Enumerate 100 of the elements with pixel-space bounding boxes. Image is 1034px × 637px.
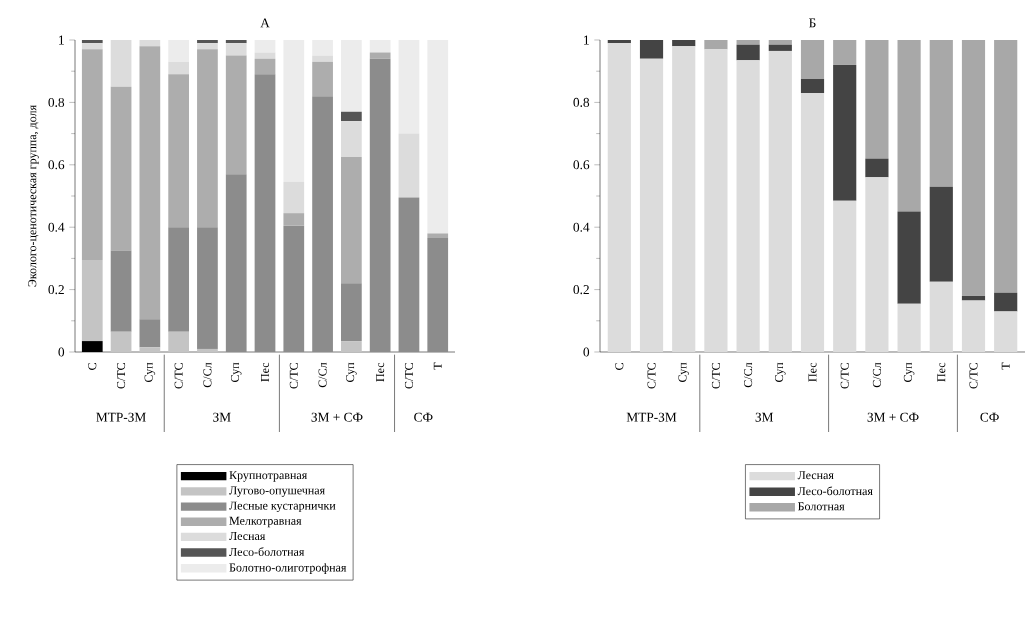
bar [994,311,1018,352]
x-tick-label: Т [1001,362,1010,370]
bar [398,197,420,352]
y-tick-label: 0.8 [573,97,590,107]
bar [341,341,362,352]
text: СФ [414,412,433,422]
legend-label: Лесные кустарнички [229,501,336,513]
bar [427,233,449,239]
bar [704,40,728,50]
bar [833,64,857,201]
bar [639,40,664,59]
bar [961,300,986,352]
x-tick-label: Суп [346,362,357,383]
x-tick-label: Суп [144,362,156,383]
legend-label: Лесная [797,471,834,480]
legend-label: Лугово-опушечная [229,486,325,497]
bar [81,43,103,50]
y-tick-label: 0 [583,347,590,357]
bar [139,347,161,352]
x-tick-label: Суп [775,362,786,383]
bar [961,295,986,301]
bar [865,158,889,178]
x-tick-label: С/ТС [711,363,720,389]
bar [168,61,190,75]
y-tick-label: 0 [58,347,65,357]
bar [704,49,728,352]
bar [312,96,333,352]
bar [254,58,276,75]
bar [168,227,190,332]
bar [897,211,921,304]
bar [225,55,247,175]
bar [283,181,305,214]
y-axis-title: Эколого-ценотическая группа, доля [28,105,39,287]
bar [225,174,247,352]
bar [369,52,391,59]
bar [427,40,449,234]
legend-label: Лесо-болотная [797,486,873,496]
bar [800,40,825,79]
x-tick-label: С [615,363,624,370]
y-tick-label: 0.2 [573,285,589,295]
x-tick-label: С/ТС [404,363,413,389]
x-tick-label: С/ТС [647,363,656,389]
bar [312,40,333,56]
bar [607,40,631,44]
bar [168,331,190,352]
bar [961,40,986,296]
bar [369,58,391,352]
bar [225,40,247,44]
x-tick-label: С/ТС [174,363,183,389]
x-tick-label: Пес [261,362,269,382]
bar [283,213,305,226]
bar [168,74,190,228]
bar [197,348,218,352]
bar [81,259,103,342]
bar [341,111,362,122]
bar [110,250,132,332]
bar [736,40,760,45]
bar [736,60,760,352]
bar [139,46,161,320]
bar [197,227,218,349]
text: ЗМ [213,412,231,422]
x-tick-label: Суп [678,362,689,383]
bar [833,200,857,352]
legend-label: Лесная [229,532,266,540]
bar [283,40,305,182]
bar [139,319,161,348]
bar [897,40,921,212]
text: МТР-ЗМ [626,412,677,422]
x-tick-label: С/Сл [318,362,327,388]
x-tick-label: С/ТС [289,363,298,389]
bar [81,49,103,260]
bar [833,40,857,65]
legend-label: Болотно-олиготрофная [229,563,347,575]
text: МТР-ЗМ [96,412,146,422]
x-tick-label: Т [433,362,442,370]
y-tick-label: 0.2 [48,285,64,295]
bar [168,40,190,62]
bar [800,79,825,94]
bar [768,40,792,45]
x-tick-label: С [88,363,97,370]
x-tick-label: С/ТС [117,363,126,389]
bar [110,86,132,251]
bar [427,238,449,352]
x-tick-label: С/ТС [840,363,849,389]
legend-label: Крупнотравная [229,471,308,482]
x-tick-label: С/ТС [969,363,978,389]
x-tick-label: Пес [937,362,946,382]
bar [254,52,276,59]
bar [672,46,696,352]
chart-title: Б [809,18,816,28]
legend-label: Лесо-болотная [229,547,305,556]
text: ЗМ + СФ [867,412,919,422]
bar [897,303,921,352]
y-tick-label: 0.4 [573,222,590,232]
bar [110,331,132,352]
text: ЗМ [755,412,774,422]
bar [197,49,218,228]
y-tick-label: 0.6 [48,160,65,170]
bar [929,186,953,282]
y-tick-label: 0.4 [48,222,65,232]
